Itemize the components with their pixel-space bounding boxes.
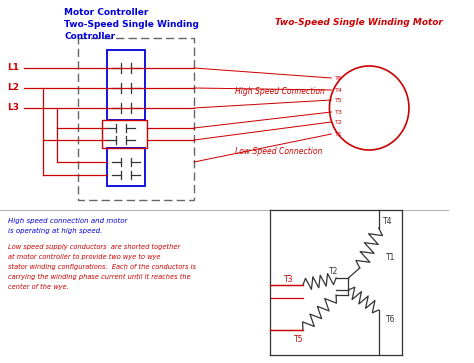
Text: Motor Controller: Motor Controller (64, 8, 149, 17)
Text: carrying the winding phase current until it reaches the: carrying the winding phase current until… (8, 274, 191, 280)
Text: T4: T4 (383, 217, 393, 227)
Bar (107, 148, 145, 186)
Text: is operating at high speed.: is operating at high speed. (8, 228, 102, 234)
Bar (102, 120, 147, 148)
Bar (78, 38, 194, 200)
Text: T1: T1 (386, 253, 396, 262)
Text: T6: T6 (386, 315, 396, 325)
Text: T1: T1 (335, 131, 343, 136)
Text: center of the wye.: center of the wye. (8, 284, 68, 290)
Text: at motor controller to provide two wye to wye: at motor controller to provide two wye t… (8, 254, 160, 260)
Text: T3: T3 (335, 110, 343, 114)
Bar (107, 50, 145, 120)
Text: stator winding configurations.  Each of the conductors is: stator winding configurations. Each of t… (8, 264, 196, 270)
Text: T2: T2 (335, 119, 343, 125)
Text: L2: L2 (8, 83, 19, 93)
Text: T2: T2 (329, 268, 339, 277)
Text: T3: T3 (284, 276, 293, 285)
Text: Low speed supply conductors  are shorted together: Low speed supply conductors are shorted … (8, 244, 180, 250)
Text: T4: T4 (335, 87, 343, 93)
Text: Two-Speed Single Winding: Two-Speed Single Winding (64, 20, 199, 29)
Text: L3: L3 (8, 103, 19, 113)
Text: T5: T5 (293, 335, 303, 344)
Text: Controller: Controller (64, 32, 116, 41)
Text: Low Speed Connection: Low Speed Connection (235, 147, 322, 156)
Text: Two-Speed Single Winding Motor: Two-Speed Single Winding Motor (274, 18, 442, 27)
Text: T5: T5 (335, 98, 343, 102)
Text: High speed connection and motor: High speed connection and motor (8, 218, 127, 224)
Text: L1: L1 (8, 64, 19, 73)
Text: T6: T6 (335, 76, 343, 81)
Text: High Speed Connection: High Speed Connection (235, 87, 325, 97)
